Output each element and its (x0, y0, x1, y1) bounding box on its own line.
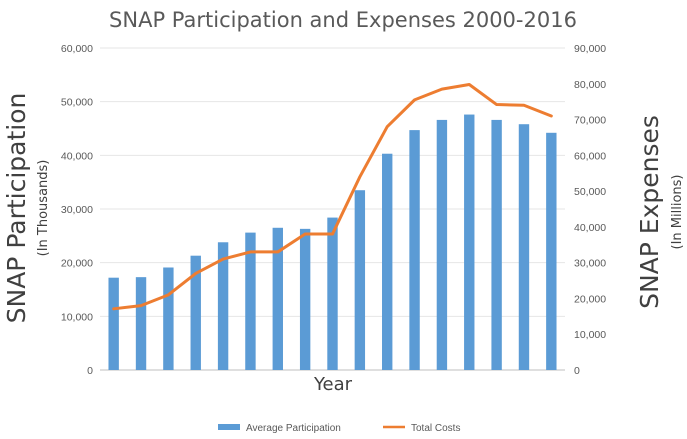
right-tick-label: 90,000 (574, 43, 606, 55)
bar-participation (299, 228, 311, 370)
bar-participation (217, 242, 229, 370)
left-tick-label: 40,000 (61, 150, 93, 162)
right-tick-label: 60,000 (574, 150, 606, 162)
right-tick-label: 10,000 (574, 329, 606, 341)
right-tick-label: 30,000 (574, 258, 606, 270)
line-total-costs (112, 82, 553, 311)
left-axis-label: SNAP Participation (2, 93, 31, 324)
legend-swatch-participation (218, 424, 240, 430)
right-tick-label: 0 (574, 365, 580, 377)
bar-participation (546, 132, 557, 370)
bar-participation (491, 119, 502, 370)
left-axis-sublabel: (In Thousands) (36, 160, 51, 257)
right-axis-label: SNAP Expenses (635, 115, 664, 309)
bar-participation (354, 190, 366, 370)
right-tick-label: 20,000 (574, 293, 606, 305)
legend-label-costs: Total Costs (411, 423, 460, 434)
legend-label-participation: Average Participation (246, 423, 341, 434)
right-axis-ticks: 0 10,000 20,000 30,000 40,000 50,000 60,000 70,… (574, 43, 606, 377)
bar-participation (436, 119, 448, 370)
left-tick-label: 60,000 (61, 43, 93, 55)
bar-participation (245, 232, 256, 370)
participation-bars (108, 114, 557, 371)
bar-participation (163, 267, 174, 370)
chart-title: SNAP Participation and Expenses 2000-201… (109, 8, 577, 32)
costs-line (112, 82, 553, 311)
left-tick-label: 50,000 (61, 97, 93, 109)
left-tick-label: 30,000 (61, 204, 93, 216)
bar-participation (382, 153, 393, 370)
bar-participation (135, 277, 147, 370)
bar-participation (464, 114, 475, 371)
legend: Average Participation Total Costs (218, 423, 460, 434)
left-tick-label: 0 (87, 365, 93, 377)
right-tick-label: 80,000 (574, 79, 606, 91)
right-axis-sublabel: (In Millions) (670, 175, 685, 250)
bar-participation (327, 217, 338, 370)
bar-participation (272, 227, 283, 370)
right-tick-label: 50,000 (574, 186, 606, 198)
bar-participation (190, 255, 201, 370)
x-axis-label: Year (313, 374, 353, 395)
bar-participation (108, 277, 119, 370)
right-tick-label: 40,000 (574, 222, 606, 234)
bar-participation (409, 130, 420, 370)
right-tick-label: 70,000 (574, 115, 606, 127)
left-axis-ticks: 0 10,000 20,000 30,000 40,000 50,000 60,000 (61, 43, 93, 377)
bar-participation (518, 124, 530, 370)
left-tick-label: 10,000 (61, 311, 93, 323)
left-tick-label: 20,000 (61, 258, 93, 270)
